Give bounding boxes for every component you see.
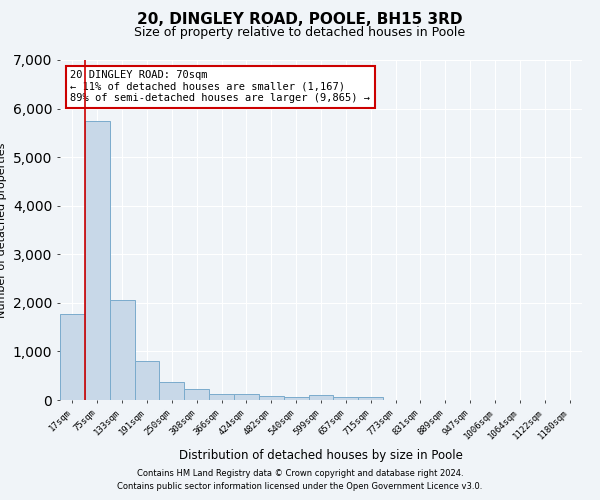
Bar xyxy=(358,398,383,400)
Bar xyxy=(284,396,308,400)
Bar xyxy=(134,360,160,400)
Bar xyxy=(85,120,110,400)
X-axis label: Distribution of detached houses by size in Poole: Distribution of detached houses by size … xyxy=(179,449,463,462)
Bar xyxy=(184,389,209,400)
Y-axis label: Number of detached properties: Number of detached properties xyxy=(0,142,7,318)
Text: 20 DINGLEY ROAD: 70sqm
← 11% of detached houses are smaller (1,167)
89% of semi-: 20 DINGLEY ROAD: 70sqm ← 11% of detached… xyxy=(70,70,370,103)
Bar xyxy=(234,394,259,400)
Bar xyxy=(209,394,234,400)
Bar xyxy=(110,300,134,400)
Text: Contains HM Land Registry data © Crown copyright and database right 2024.: Contains HM Land Registry data © Crown c… xyxy=(137,468,463,477)
Bar xyxy=(160,382,184,400)
Text: Contains public sector information licensed under the Open Government Licence v3: Contains public sector information licen… xyxy=(118,482,482,491)
Bar xyxy=(60,314,85,400)
Bar xyxy=(334,397,358,400)
Text: 20, DINGLEY ROAD, POOLE, BH15 3RD: 20, DINGLEY ROAD, POOLE, BH15 3RD xyxy=(137,12,463,28)
Bar xyxy=(259,396,284,400)
Bar xyxy=(308,395,334,400)
Text: Size of property relative to detached houses in Poole: Size of property relative to detached ho… xyxy=(134,26,466,39)
